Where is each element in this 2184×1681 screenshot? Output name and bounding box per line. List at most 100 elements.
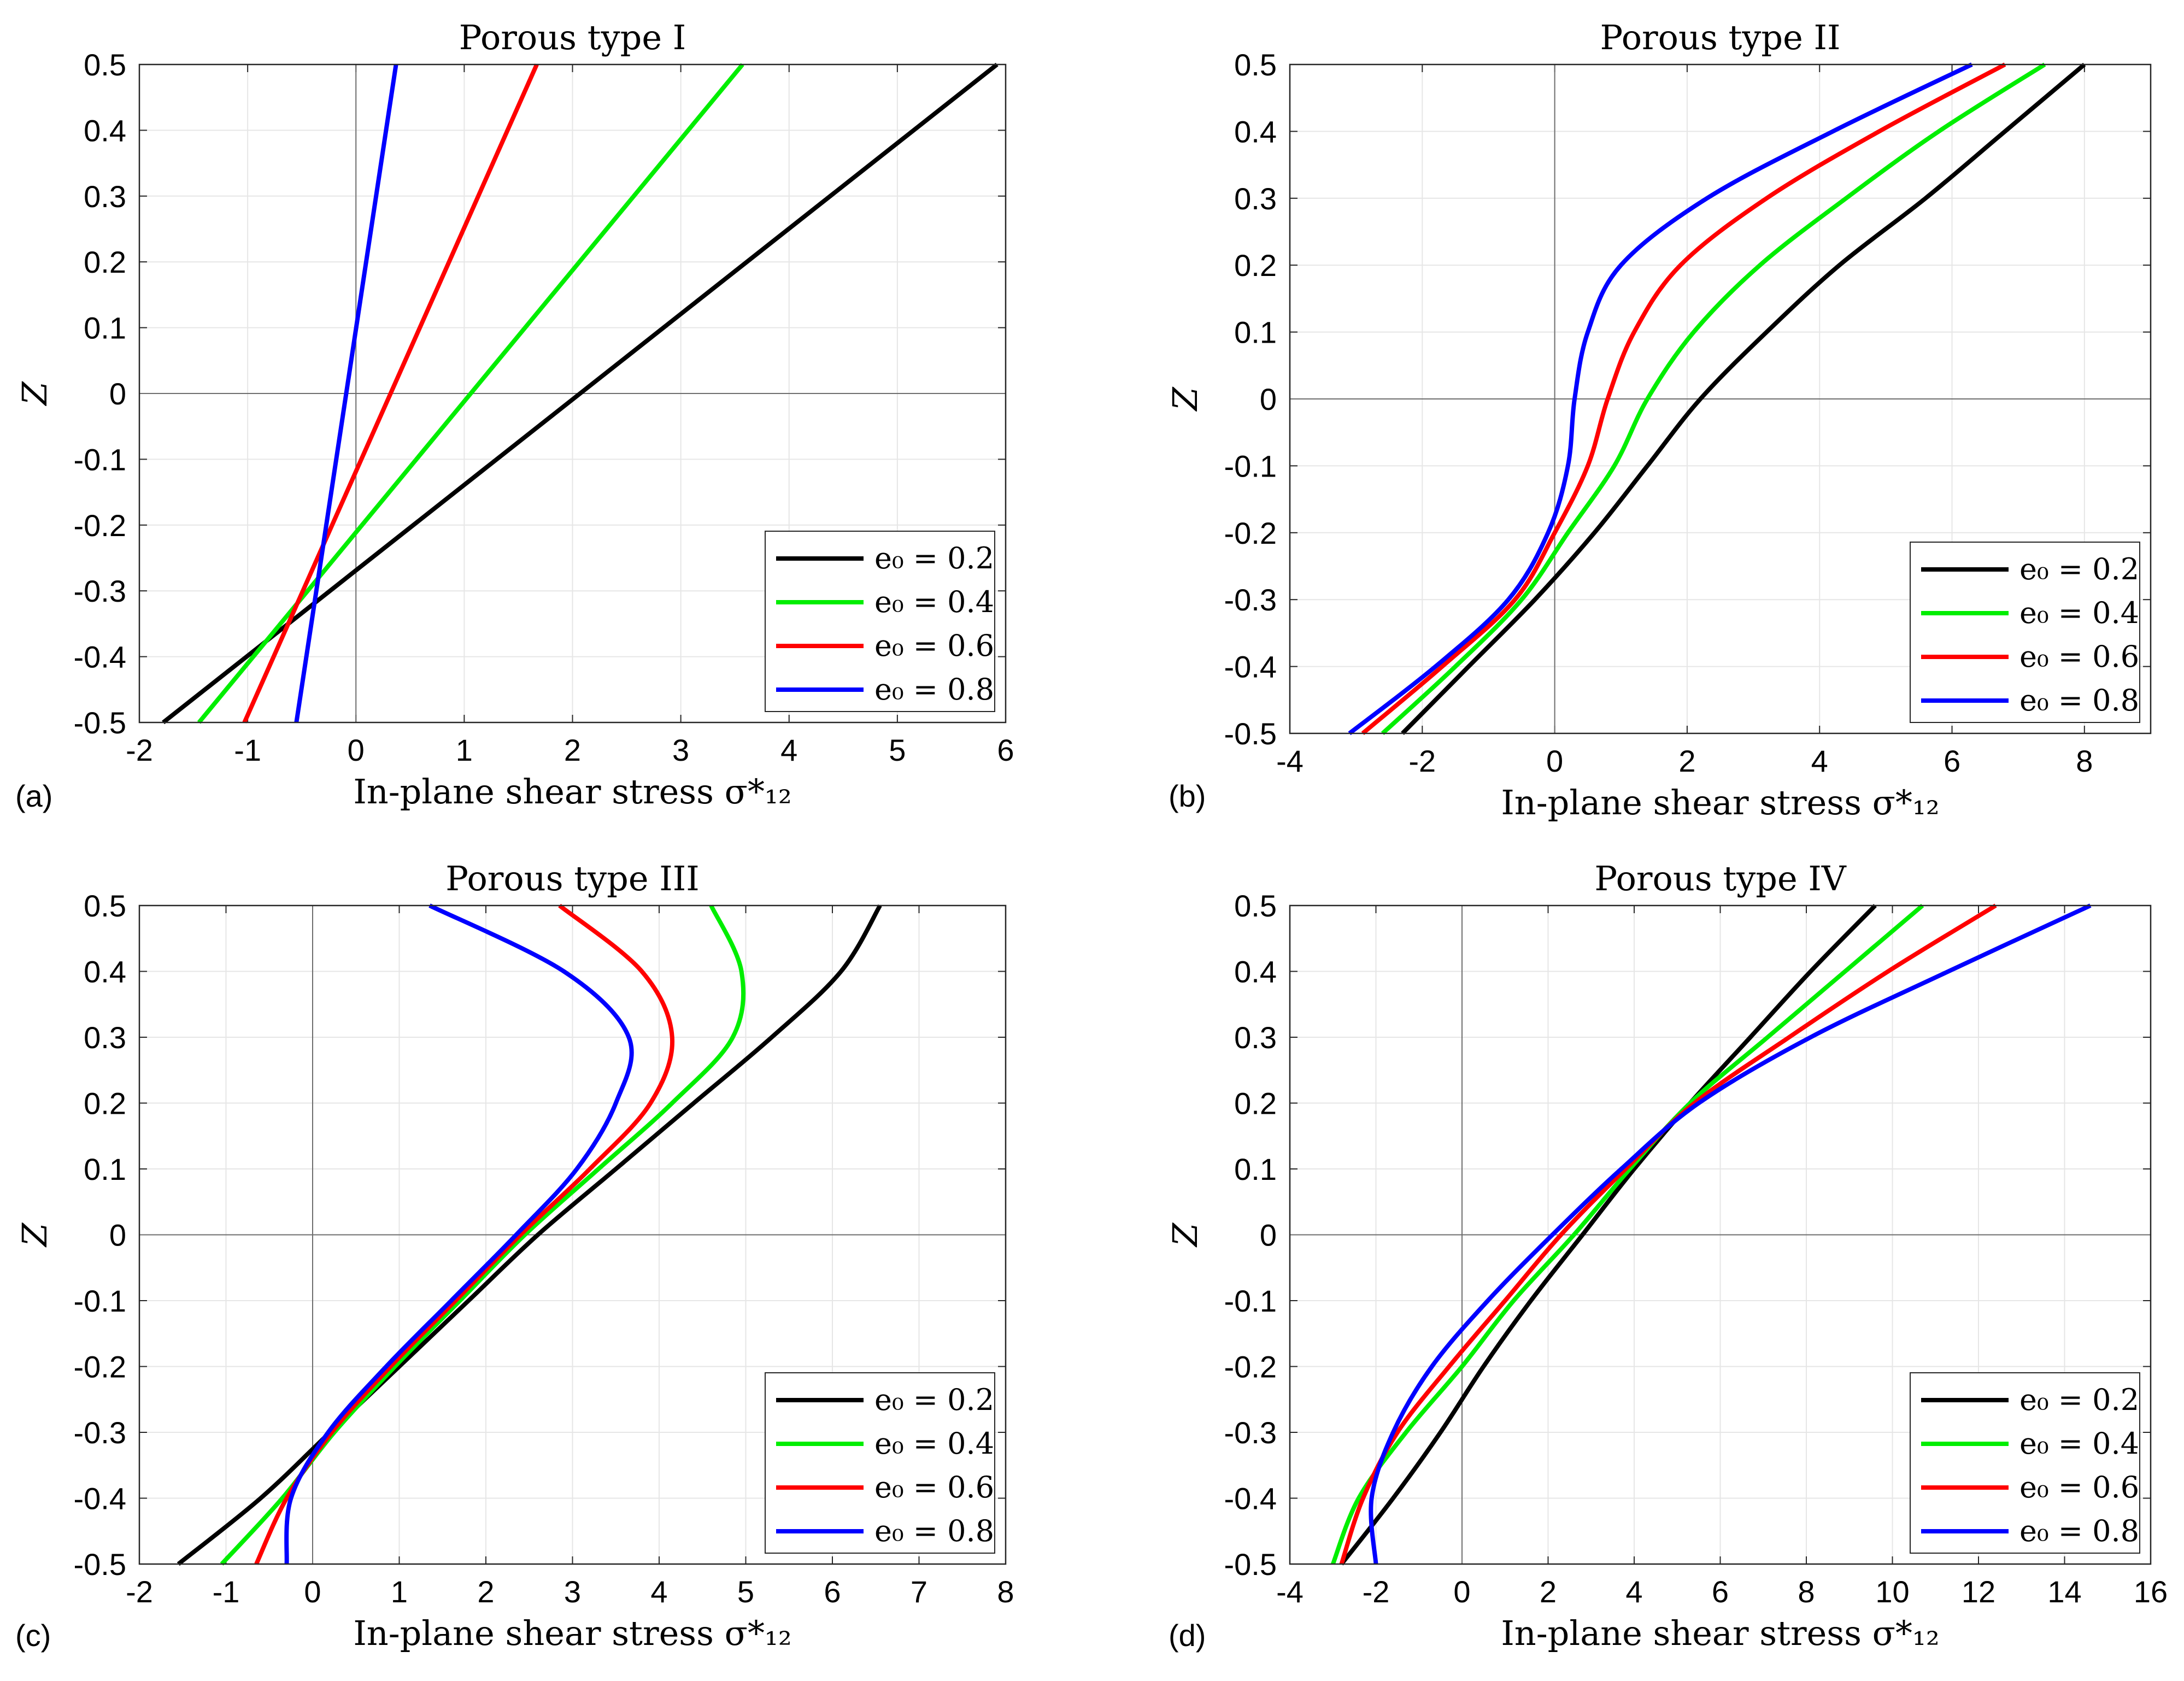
x-tick-label: 8 <box>2076 744 2093 778</box>
legend-label: e₀ = 0.6 <box>874 1470 994 1504</box>
legend-label: e₀ = 0.8 <box>2019 683 2139 718</box>
y-tick-label: 0.1 <box>84 1152 126 1186</box>
legend-label: e₀ = 0.8 <box>874 672 994 707</box>
y-tick-label: 0 <box>109 377 126 411</box>
y-axis-label: Z <box>15 1222 55 1248</box>
y-tick-label: 0.3 <box>1234 1020 1277 1055</box>
y-tick-label: -0.2 <box>1224 1350 1277 1384</box>
x-tick-label: 12 <box>1962 1574 1995 1609</box>
y-tick-label: 0.4 <box>1234 955 1277 989</box>
legend-label: e₀ = 0.8 <box>874 1514 994 1548</box>
x-tick-label: 2 <box>1540 1574 1557 1609</box>
y-tick-label: 0.1 <box>1234 1152 1277 1186</box>
y-tick-label: 0.4 <box>84 955 126 989</box>
panel-label: (b) <box>1169 779 1206 813</box>
x-tick-label: 2 <box>477 1574 494 1609</box>
y-axis-label: Z <box>1165 387 1205 412</box>
axes-frame <box>1289 63 2152 734</box>
x-tick-label: 2 <box>1678 744 1695 778</box>
panel-d: -4 -2 0 2 4 6 8 10 12 14 16 -0.5 -0.4 -0.3 -0.2 -0.1 0 0.… <box>1165 859 2168 1653</box>
plot-title: Porous type III <box>445 859 699 898</box>
y-axis-label: Z <box>1165 1222 1205 1248</box>
legend-label: e₀ = 0.8 <box>2019 1514 2139 1548</box>
x-tick-label: -1 <box>213 1574 240 1609</box>
y-tick-label: -0.3 <box>1224 1415 1277 1450</box>
legend-label: e₀ = 0.2 <box>2019 552 2139 586</box>
legend-box <box>1910 1372 2140 1554</box>
series-line-0 <box>177 904 882 1566</box>
y-tick-label: 0.2 <box>1234 248 1277 283</box>
y-tick-label: -0.1 <box>74 442 127 477</box>
x-tick-label: 0 <box>1546 744 1563 778</box>
panel-c: -2 -1 0 1 2 3 4 5 6 7 8 -0.5 -0.4 -0.3 -0.2 -0.1 0 0.1 0.2… <box>15 859 1014 1653</box>
series-line-3 <box>284 903 634 1565</box>
y-tick-label: 0.2 <box>1234 1086 1277 1121</box>
x-tick-label: -4 <box>1276 1574 1304 1609</box>
x-tick-label: 0 <box>348 733 365 767</box>
x-axis-label: In-plane shear stress σ*₁₂ <box>353 772 791 812</box>
y-tick-label: -0.5 <box>1224 1547 1277 1582</box>
series-line-3 <box>1348 62 1973 736</box>
y-tick-label: -0.5 <box>74 1547 127 1582</box>
y-tick-label: -0.5 <box>74 706 127 740</box>
y-tick-label: -0.4 <box>1224 650 1277 684</box>
legend-label: e₀ = 0.6 <box>874 628 994 663</box>
y-tick-label: 0.1 <box>84 311 126 345</box>
x-tick-label: -2 <box>126 1574 153 1609</box>
legend-label: e₀ = 0.2 <box>874 1383 994 1417</box>
y-tick-label: -0.4 <box>1224 1482 1277 1516</box>
x-tick-label: -2 <box>126 733 153 767</box>
y-tick-label: -0.3 <box>1224 583 1277 617</box>
y-tick-label: 0 <box>1260 1218 1277 1253</box>
y-tick-label: -0.3 <box>74 1415 127 1450</box>
x-tick-label: 10 <box>1875 1574 1909 1609</box>
axes-frame <box>138 904 1007 1565</box>
series-line-2 <box>1339 903 1997 1565</box>
series-line-3 <box>1369 903 2092 1565</box>
x-tick-label: 2 <box>564 733 581 767</box>
y-tick-label: 0.5 <box>84 889 126 923</box>
x-tick-label: 3 <box>564 1574 581 1609</box>
legend-label: e₀ = 0.6 <box>2019 639 2139 674</box>
x-tick-label: 4 <box>1625 1574 1642 1609</box>
axes-frame <box>1289 904 2152 1565</box>
y-tick-label: -0.4 <box>74 640 127 674</box>
x-tick-label: 3 <box>672 733 689 767</box>
series-line-0 <box>1401 62 2086 735</box>
panel-a: -2 -1 0 1 2 3 4 5 6 -0.5 -0.4 -0.3 -0.2 -0.1 0 0.1 0.2 0.… <box>15 17 1014 813</box>
x-tick-label: 8 <box>997 1574 1014 1609</box>
x-tick-label: 6 <box>824 1574 841 1609</box>
legend: e₀ = 0.2 e₀ = 0.4 e₀ = 0.6 e₀ = 0.8 <box>765 1372 995 1554</box>
panel-label: (a) <box>15 779 52 813</box>
panel-label: (c) <box>15 1618 51 1653</box>
x-tick-label: -2 <box>1408 744 1436 778</box>
x-axis-label: In-plane shear stress σ*₁₂ <box>1501 783 1939 822</box>
x-axis-label: In-plane shear stress σ*₁₂ <box>353 1613 791 1653</box>
legend: e₀ = 0.2 e₀ = 0.4 e₀ = 0.6 e₀ = 0.8 <box>765 531 995 712</box>
legend-box <box>1910 542 2140 723</box>
x-tick-label: -4 <box>1276 744 1304 778</box>
panel-b: -4 -2 0 2 4 6 8 -0.5 -0.4 -0.3 -0.2 -0.1 0 0.1 0.2 0.3 0… <box>1165 17 2152 822</box>
x-tick-label: 5 <box>737 1574 754 1609</box>
x-tick-label: -1 <box>234 733 261 767</box>
legend-label: e₀ = 0.4 <box>874 585 994 619</box>
series-line-3 <box>294 64 398 723</box>
x-tick-label: 16 <box>2134 1574 2168 1609</box>
legend-label: e₀ = 0.2 <box>2019 1383 2139 1417</box>
x-tick-label: 4 <box>1811 744 1828 778</box>
y-tick-label: 0.4 <box>84 113 126 148</box>
series-line-1 <box>1381 62 2046 735</box>
y-tick-label: 0.3 <box>84 1020 126 1055</box>
y-tick-label: 0.5 <box>1234 889 1277 923</box>
series-line-2 <box>1361 62 2006 736</box>
y-tick-label: -0.3 <box>74 574 127 608</box>
x-axis-label: In-plane shear stress σ*₁₂ <box>1501 1613 1939 1653</box>
axes-frame <box>138 63 1007 724</box>
legend: e₀ = 0.2 e₀ = 0.4 e₀ = 0.6 e₀ = 0.8 <box>1910 1372 2140 1554</box>
legend-label: e₀ = 0.4 <box>874 1426 994 1461</box>
x-tick-label: -2 <box>1363 1574 1390 1609</box>
y-tick-label: -0.4 <box>74 1482 127 1516</box>
x-tick-label: 6 <box>1944 744 1960 778</box>
series-line-0 <box>1340 904 1877 1566</box>
